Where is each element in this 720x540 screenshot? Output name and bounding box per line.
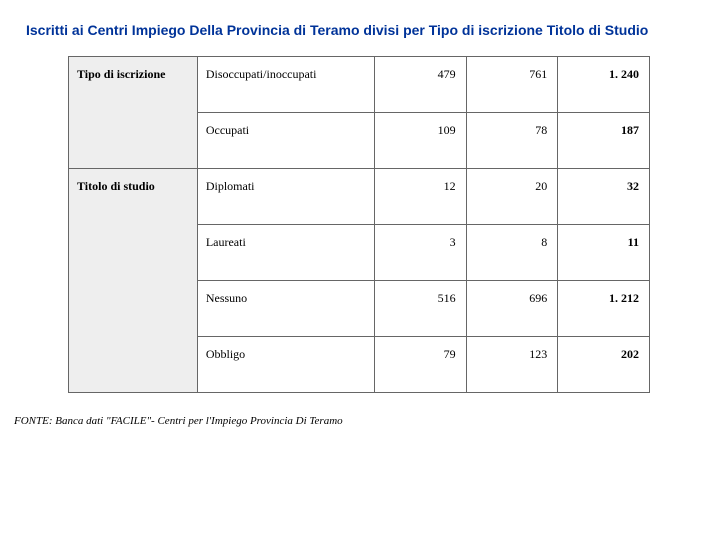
row-label: Disoccupati/inoccupati [197,57,374,113]
row-label: Diplomati [197,169,374,225]
table-container: Tipo di iscrizione Disoccupati/inoccupat… [0,56,720,393]
table-row: Titolo di studio Diplomati 12 20 32 [69,169,650,225]
cell-value: 20 [466,169,558,225]
cell-total: 11 [558,225,650,281]
row-label: Nessuno [197,281,374,337]
group-empty [69,113,198,169]
page-title: Iscritti ai Centri Impiego Della Provinc… [0,0,720,56]
cell-value: 3 [374,225,466,281]
table-row: Laureati 3 8 11 [69,225,650,281]
table-row: Nessuno 516 696 1. 212 [69,281,650,337]
cell-total: 1. 212 [558,281,650,337]
cell-value: 12 [374,169,466,225]
cell-value: 109 [374,113,466,169]
row-label: Laureati [197,225,374,281]
cell-total: 1. 240 [558,57,650,113]
source-footer: FONTE: Banca dati "FACILE"- Centri per l… [0,393,720,427]
cell-total: 32 [558,169,650,225]
cell-value: 123 [466,337,558,393]
group-label: Tipo di iscrizione [69,57,198,113]
group-empty [69,225,198,281]
group-empty [69,281,198,337]
row-label: Occupati [197,113,374,169]
data-table: Tipo di iscrizione Disoccupati/inoccupat… [68,56,650,393]
group-label: Titolo di studio [69,169,198,225]
cell-value: 479 [374,57,466,113]
cell-total: 202 [558,337,650,393]
cell-value: 79 [374,337,466,393]
cell-value: 78 [466,113,558,169]
cell-value: 516 [374,281,466,337]
cell-value: 8 [466,225,558,281]
cell-value: 696 [466,281,558,337]
cell-value: 761 [466,57,558,113]
row-label: Obbligo [197,337,374,393]
group-empty [69,337,198,393]
table-row: Occupati 109 78 187 [69,113,650,169]
table-row: Tipo di iscrizione Disoccupati/inoccupat… [69,57,650,113]
table-row: Obbligo 79 123 202 [69,337,650,393]
cell-total: 187 [558,113,650,169]
